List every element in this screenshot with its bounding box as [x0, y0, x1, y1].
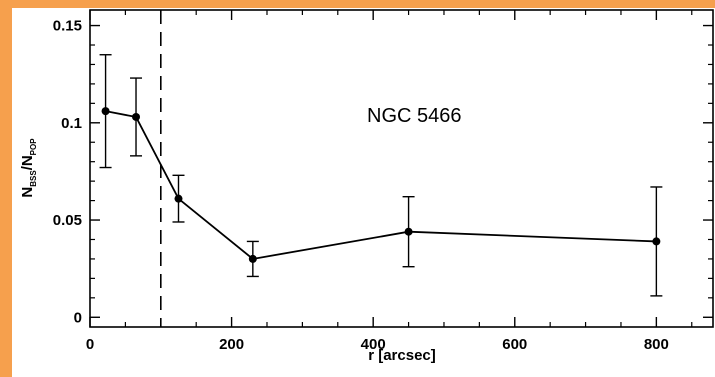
plot-frame — [89, 9, 714, 328]
y-tick-label: 0.15 — [53, 18, 82, 35]
chart: 0 200 400 600 800 0 0.05 0.1 0.15 NGC 5466 r [ar… — [19, 9, 714, 364]
x-axis-label: r [arcsec] — [368, 347, 436, 364]
data-point — [404, 227, 413, 236]
y-tick-label: 0.1 — [61, 115, 82, 132]
x-tick-label: 600 — [502, 336, 527, 353]
y-tick-label: 0 — [74, 309, 82, 326]
chart-annotation: NGC 5466 — [367, 105, 462, 127]
error-bars — [99, 54, 663, 297]
tick-labels: 0 200 400 600 800 0 0.05 0.1 0.15 — [53, 18, 669, 353]
y-tick-label: 0.05 — [53, 212, 82, 229]
y-axis-label: NBSS/NPOP — [19, 138, 38, 198]
x-tick-label: 800 — [644, 336, 669, 353]
figure-panel: 0 200 400 600 800 0 0.05 0.1 0.15 NGC 5466 r [ar… — [12, 8, 715, 377]
y-axis-label-sub2: POP — [29, 138, 38, 156]
data-point — [248, 254, 257, 263]
y-axis-label-sub1: BSS — [29, 170, 38, 187]
y-axis-label-main: N — [19, 187, 36, 198]
y-axis-label-sep: /N — [19, 155, 36, 170]
x-tick-label: 200 — [219, 336, 244, 353]
data-point — [652, 237, 661, 246]
data-points — [101, 107, 661, 263]
axis-ticks — [89, 10, 713, 327]
data-point — [174, 194, 183, 203]
data-point — [132, 112, 141, 121]
data-point — [101, 107, 110, 116]
x-tick-label: 400 — [361, 336, 386, 353]
x-tick-label: 0 — [86, 336, 94, 353]
data-series-line — [105, 110, 657, 260]
